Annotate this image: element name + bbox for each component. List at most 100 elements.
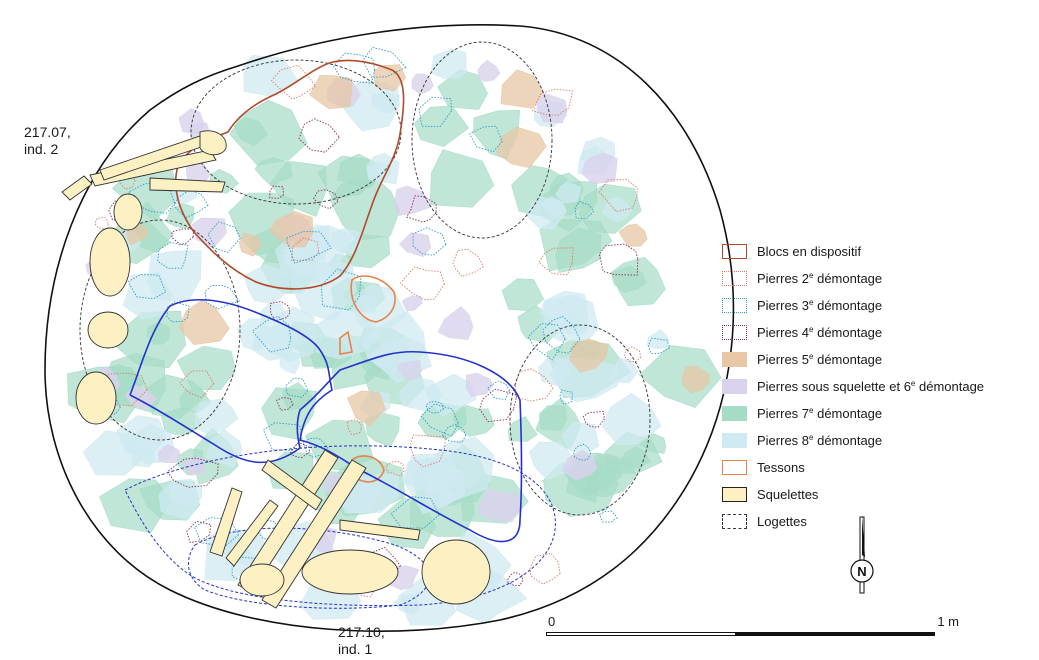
stone-outline <box>262 422 303 451</box>
blocs-en-dispositif-outline <box>174 59 405 290</box>
legend-label: Tessons <box>757 460 805 475</box>
legend-label: Pierres 5e démontage <box>757 352 882 367</box>
stone-layer <box>66 46 722 626</box>
stone-outline <box>204 284 241 310</box>
legend-label: Blocs en dispositif <box>757 244 861 259</box>
legend-superscript: e <box>809 406 814 415</box>
scale-white-segment <box>546 632 736 636</box>
legend-label: Squelettes <box>757 487 818 502</box>
legend-label: Pierres sous squelette et 6e démontage <box>757 379 984 394</box>
tesson-outline <box>339 330 353 355</box>
stone-shape <box>452 404 495 437</box>
stone-outline <box>298 118 340 153</box>
legend-label: Pierres 2e démontage <box>757 271 882 286</box>
stone-outline <box>333 52 376 84</box>
legend-item: Pierres 8e démontage <box>722 427 984 454</box>
stone-outline <box>269 185 285 199</box>
stone-outline <box>647 337 671 354</box>
legend-text: Pierres sous squelette et 6 <box>757 379 911 394</box>
individual-label-line: 217.07, <box>24 124 71 140</box>
skeleton-bone <box>225 499 279 567</box>
logette-outline <box>509 324 651 516</box>
stone-shape <box>478 488 523 522</box>
legend-label: Pierres 8e démontage <box>757 433 882 448</box>
stone-outline <box>468 125 503 153</box>
individual-label-line: 217.10, <box>338 624 385 640</box>
stone-outline <box>527 323 566 361</box>
legend-swatch <box>722 325 747 340</box>
north-arrow-icon: N <box>850 515 874 594</box>
stone-outline <box>406 195 437 223</box>
stone-shape <box>508 416 538 442</box>
stone-outline <box>487 380 511 401</box>
stone-shape <box>399 232 432 258</box>
pit-outline <box>44 24 735 632</box>
stone-outline <box>420 403 459 437</box>
stone-outline <box>302 437 329 458</box>
stone-outline <box>479 388 518 423</box>
stone-shape <box>145 374 208 419</box>
skeleton-bone <box>209 487 243 557</box>
stone-shape <box>539 290 589 333</box>
stone-shape <box>601 392 662 446</box>
legend-text: Pierres 7 <box>757 406 810 421</box>
legend-swatch <box>722 487 747 502</box>
legend-text-rest: démontage <box>813 433 883 448</box>
stone-outline <box>346 419 362 436</box>
legend-text: Tessons <box>757 460 805 475</box>
stone-outline <box>542 315 581 354</box>
stone-outline <box>452 248 484 278</box>
stone-outline <box>531 88 574 116</box>
legend-swatch <box>722 352 747 367</box>
stone-outline <box>425 401 444 414</box>
legend-text: Squelettes <box>757 487 819 502</box>
north-label: N <box>857 564 866 579</box>
stone-shape <box>581 152 618 185</box>
stone-shape <box>618 223 648 247</box>
stone-shape <box>569 338 609 373</box>
individual-label-line: ind. 2 <box>24 141 59 157</box>
stone-outline <box>186 520 212 544</box>
stone-outline <box>529 553 561 585</box>
legend-superscript: e <box>809 433 814 442</box>
individual-label-217-10: 217.10, ind. 1 <box>338 624 385 658</box>
skeleton-bone <box>113 193 143 231</box>
stone-outline <box>623 346 642 363</box>
scale-bar: 0 1 m <box>546 614 959 638</box>
legend-text-rest: démontage <box>915 379 985 394</box>
legend-item: Logettes <box>722 508 984 535</box>
stone-shape <box>477 59 501 82</box>
stone-outline <box>390 496 440 529</box>
stone-outline <box>362 46 407 78</box>
scale-black-segment <box>736 632 935 636</box>
blue-dashed-layer <box>124 445 556 609</box>
legend-label: Logettes <box>757 514 807 529</box>
individual-label-217-07: 217.07, ind. 2 <box>24 124 71 158</box>
stone-shape <box>501 278 545 312</box>
stone-shape <box>194 398 239 436</box>
legend-item: Pierres 3e démontage <box>722 292 984 319</box>
stone-shape <box>329 228 363 254</box>
legend-item: Pierres 5e démontage <box>722 346 984 373</box>
stone-outline <box>418 96 452 128</box>
legend-text-rest: démontage <box>813 352 883 367</box>
legend-item: Pierres sous squelette et 6e démontage <box>722 373 984 400</box>
scale-end-label: 1 m <box>937 614 959 629</box>
stone-shape <box>205 429 243 469</box>
legend-label: Pierres 7e démontage <box>757 406 882 421</box>
stone-outline <box>166 301 190 323</box>
legend-superscript: e <box>809 325 814 334</box>
stone-shape <box>147 250 202 302</box>
skeleton-bone <box>261 459 367 609</box>
stone-shape <box>243 264 290 305</box>
stone-shape <box>500 69 545 109</box>
stone-outline <box>399 266 445 301</box>
north-arrow-tip <box>862 515 865 557</box>
legend-superscript: e <box>809 352 814 361</box>
stone-shape <box>238 232 262 257</box>
legend: Blocs en dispositif Pierres 2e démontage P… <box>722 238 984 535</box>
legend-item: Blocs en dispositif <box>722 238 984 265</box>
stone-shape <box>465 372 494 397</box>
legend-label: Pierres 3e démontage <box>757 298 882 313</box>
